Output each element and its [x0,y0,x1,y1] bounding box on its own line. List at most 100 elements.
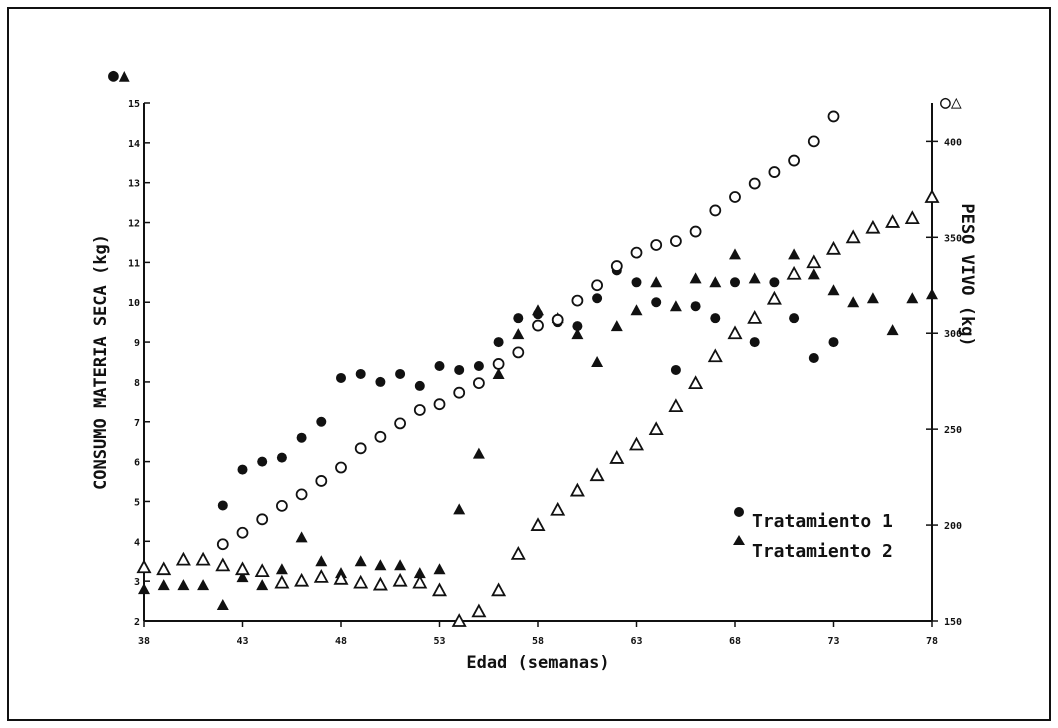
data-point-series-2 [650,276,663,288]
data-point-series-4 [175,551,191,566]
y-left-tick-label: 6 [134,458,140,469]
data-point-series-3 [295,488,308,501]
data-point-series-4 [491,582,507,597]
data-point-series-2 [866,292,879,304]
data-point-series-1 [808,353,819,364]
data-point-series-4 [668,398,684,413]
data-point-series-3 [768,166,781,178]
data-point-series-1 [572,321,583,332]
data-point-series-4 [688,375,704,390]
data-point-series-4 [904,210,920,225]
y-left-tick-label: 5 [134,497,140,508]
data-point-series-1 [454,364,465,375]
data-point-series-2 [315,555,328,567]
data-point-series-3 [630,246,643,259]
data-point-series-4 [333,570,349,585]
y-left-tick-label: 13 [128,179,140,190]
y-left-tick-label: 10 [128,298,140,309]
x-axis-title: Edad (semanas) [466,653,609,673]
data-point-series-1 [631,277,642,288]
data-point-series-4 [845,229,861,244]
data-point-series-4 [569,482,585,497]
data-point-series-2 [630,304,643,316]
data-point-series-3 [315,475,328,487]
data-point-series-2 [374,559,387,571]
data-point-series-4 [412,574,428,589]
y-axis-right: 150 200 250 300 350 400 [926,137,962,628]
data-point-series-4 [254,563,270,578]
y-axis-right-title: PESO VIVO (kg) [957,203,977,346]
data-point-series-1 [355,368,366,379]
data-point-series-2 [906,292,919,304]
y-left-tick-label: 11 [128,258,140,269]
data-point-series-3 [748,177,761,190]
data-point-series-2 [886,324,899,336]
y-left-tick-label: 2 [134,617,140,628]
data-point-series-2 [729,248,741,260]
data-point-series-2 [472,447,485,459]
data-point-series-3 [453,386,466,399]
data-point-series-3 [610,260,623,272]
data-point-series-2 [788,248,801,260]
x-tick-label: 78 [926,636,938,647]
data-point-series-4 [825,240,842,255]
right-axis-symbols: ○△ [940,92,962,113]
data-point-series-3 [650,239,663,251]
data-point-series-3 [394,417,407,430]
data-point-series-4 [451,613,467,627]
data-point-series-2 [177,579,190,591]
x-tick-label: 38 [138,636,150,647]
data-point-series-4 [530,517,546,531]
left-axis-symbols: ●▲ [108,65,130,86]
y-left-tick-label: 7 [134,418,140,429]
data-point-series-1 [257,456,268,467]
data-point-series-3 [807,135,820,148]
y-left-tick-label: 12 [128,219,140,230]
data-point-series-3 [591,279,603,292]
data-point-series-1 [769,277,780,288]
data-point-series-2 [610,320,623,332]
data-point-series-1 [434,360,445,371]
data-point-series-3 [689,225,702,238]
data-point-series-4 [510,545,526,560]
data-point-series-1 [395,368,406,379]
figure-frame [7,7,1051,721]
data-point-series-4 [372,576,388,591]
data-point-series-2 [256,579,269,591]
data-point-series-2 [216,599,229,611]
data-point-series-1 [730,277,740,288]
data-point-series-4 [471,603,487,618]
data-point-series-2 [807,268,820,280]
data-point-series-2 [689,272,702,284]
data-point-series-2 [295,531,308,543]
data-point-series-2 [157,579,170,591]
data-point-series-4 [195,551,211,566]
x-tick-label: 73 [827,636,839,647]
data-point-series-3 [335,461,347,474]
data-point-series-4 [924,189,940,203]
data-point-series-3 [472,377,485,390]
y-left-tick-label: 8 [134,378,140,389]
data-point-series-2 [571,328,584,340]
data-point-series-2 [512,328,525,340]
data-point-series-2 [847,296,860,308]
data-point-series-3 [788,154,800,167]
data-point-series-1 [336,372,346,383]
y-axis-left: 2 3 4 5 6 7 8 9 10 11 12 13 14 15 [128,99,150,628]
data-point-series-3 [729,191,741,203]
data-point-series-2 [236,571,249,583]
data-point-series-1 [276,452,287,463]
data-point-series-3 [512,346,525,359]
data-point-series-1 [651,297,662,308]
x-tick-label: 43 [236,636,248,647]
legend-label-tratamiento-2: Tratamiento 2 [752,541,893,562]
data-point-series-3 [492,358,505,370]
data-point-series-3 [551,313,564,326]
data-point-series-1 [513,313,524,324]
data-point-series-2 [709,276,722,288]
legend-marker-tratamiento-2 [733,535,745,545]
data-point-series-4 [806,254,822,269]
data-point-series-4 [589,467,605,482]
data-point-series-1 [473,360,484,371]
data-point-series-4 [766,290,782,305]
